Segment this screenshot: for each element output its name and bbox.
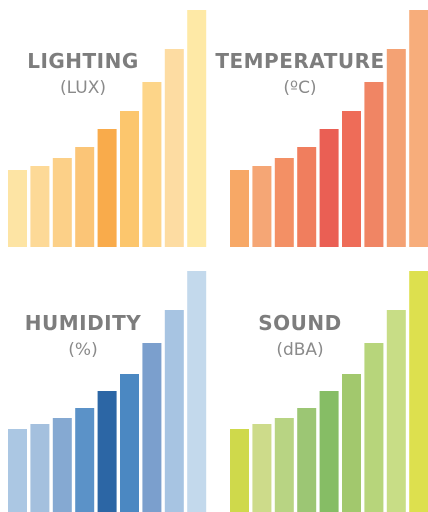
bar xyxy=(252,166,272,247)
chart-lighting: LIGHTING (LUX) xyxy=(8,10,207,247)
chart-unit: (LUX) xyxy=(60,78,106,98)
chart-title: LIGHTING xyxy=(27,49,139,73)
bar xyxy=(164,49,184,247)
chart-unit: (ºC) xyxy=(283,78,316,98)
chart-temperature: TEMPERATURE (ºC) xyxy=(215,10,428,247)
bar xyxy=(120,111,139,247)
bar xyxy=(142,343,162,512)
chart-title: HUMIDITY xyxy=(25,311,142,335)
bar xyxy=(75,408,95,512)
bar xyxy=(120,374,139,512)
bar xyxy=(187,271,207,512)
bar xyxy=(342,374,361,512)
bar xyxy=(409,10,428,247)
bar xyxy=(386,310,406,512)
bar xyxy=(342,111,361,247)
chart-humidity: HUMIDITY (%) xyxy=(8,271,207,512)
bar xyxy=(319,129,339,247)
bar xyxy=(297,147,317,247)
bar xyxy=(230,429,249,512)
bar xyxy=(164,310,184,512)
bar xyxy=(319,391,339,512)
bar xyxy=(274,158,294,247)
bar xyxy=(230,170,249,247)
bar xyxy=(97,391,117,512)
bar xyxy=(297,408,317,512)
bar xyxy=(97,129,117,247)
bar xyxy=(8,429,27,512)
bar xyxy=(409,271,428,512)
bar xyxy=(8,170,27,247)
bar xyxy=(187,10,207,247)
bar xyxy=(52,418,72,512)
bar xyxy=(386,49,406,247)
bar xyxy=(364,343,384,512)
chart-sound: SOUND (dBA) xyxy=(230,271,428,512)
bar xyxy=(75,147,95,247)
bar xyxy=(30,166,50,247)
chart-title: SOUND xyxy=(258,311,342,335)
chart-unit: (dBA) xyxy=(276,340,323,360)
bar xyxy=(274,418,294,512)
chart-title: TEMPERATURE xyxy=(215,49,384,73)
bar xyxy=(252,424,272,512)
bar xyxy=(30,424,50,512)
bar xyxy=(52,158,72,247)
bar xyxy=(142,82,162,247)
chart-unit: (%) xyxy=(68,340,97,360)
bar xyxy=(364,82,384,247)
